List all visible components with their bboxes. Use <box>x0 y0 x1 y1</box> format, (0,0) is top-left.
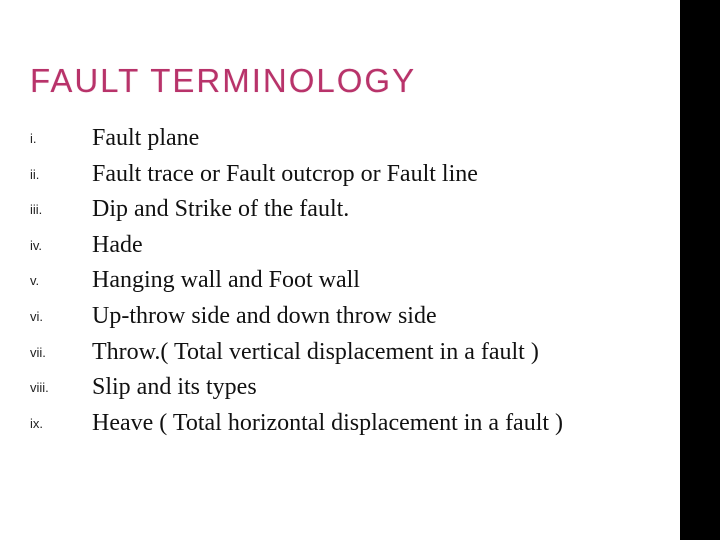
list-item: ii. Fault trace or Fault outcrop or Faul… <box>30 158 563 194</box>
item-number: iv. <box>30 238 42 253</box>
list-item: ix. Heave ( Total horizontal displacemen… <box>30 407 563 443</box>
item-number: vi. <box>30 309 43 324</box>
item-number: i. <box>30 131 37 146</box>
item-text: Fault trace or Fault outcrop or Fault li… <box>92 158 563 192</box>
list-item: v. Hanging wall and Foot wall <box>30 264 563 300</box>
item-text: Heave ( Total horizontal displacement in… <box>92 407 563 441</box>
item-number: ix. <box>30 416 43 431</box>
list-item: iii. Dip and Strike of the fault. <box>30 193 563 229</box>
item-text: Fault plane <box>92 122 563 156</box>
item-text: Hanging wall and Foot wall <box>92 264 563 298</box>
terminology-list: i. Fault plane ii. Fault trace or Fault … <box>30 122 563 442</box>
item-number: vii. <box>30 345 46 360</box>
item-text: Throw.( Total vertical displacement in a… <box>92 336 563 370</box>
item-number: v. <box>30 273 39 288</box>
item-number: iii. <box>30 202 42 217</box>
list-item: i. Fault plane <box>30 122 563 158</box>
item-text: Hade <box>92 229 563 263</box>
item-number: ii. <box>30 167 39 182</box>
list-item: vii. Throw.( Total vertical displacement… <box>30 336 563 372</box>
item-text: Dip and Strike of the fault. <box>92 193 563 227</box>
slide-title: FAULT TERMINOLOGY <box>30 62 650 100</box>
list-item: iv. Hade <box>30 229 563 265</box>
slide: FAULT TERMINOLOGY i. Fault plane ii. Fau… <box>0 0 680 540</box>
list-item: viii. Slip and its types <box>30 371 563 407</box>
item-text: Slip and its types <box>92 371 563 405</box>
list-item: vi. Up-throw side and down throw side <box>30 300 563 336</box>
item-number: viii. <box>30 380 49 395</box>
item-text: Up-throw side and down throw side <box>92 300 563 334</box>
